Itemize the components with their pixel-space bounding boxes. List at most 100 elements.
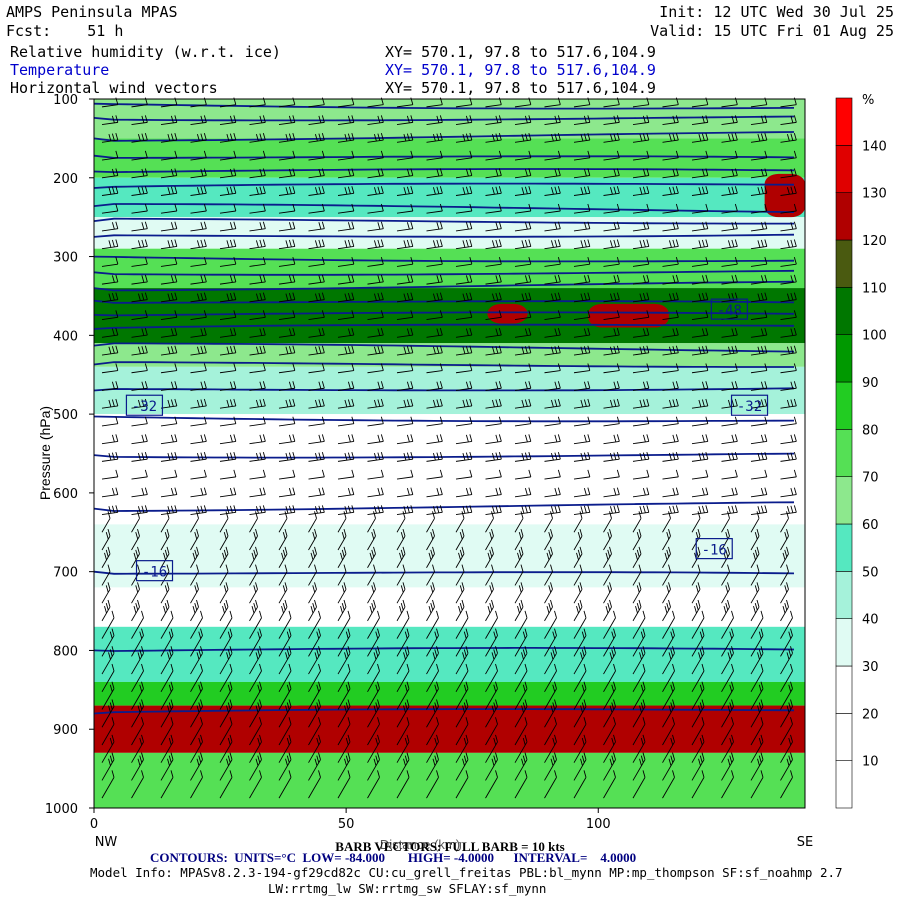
- wind-barb-481: [131, 452, 148, 462]
- field-xy-temperature: XY= 570.1, 97.8 to 517.6,104.9: [385, 61, 656, 79]
- wind-barb-723: [190, 610, 203, 639]
- wind-barb-941: [249, 770, 262, 799]
- wind-barb-177: [367, 221, 384, 232]
- wind-barb-724: [219, 610, 233, 639]
- wind-barb-874: [396, 717, 410, 746]
- wind-barb-279: [544, 292, 561, 303]
- wind-barb-409: [131, 398, 148, 409]
- wind-barb-466: [396, 434, 414, 445]
- wind-barb-820: [219, 681, 233, 710]
- wind-barb-537: [367, 487, 384, 498]
- wind-barb-255: [544, 274, 561, 285]
- wind-barb-652: [219, 564, 229, 586]
- rh-fill-layer: [94, 99, 805, 808]
- wind-barb-468: [455, 434, 473, 445]
- wind-barb-83: [426, 150, 443, 161]
- wind-barb-237: [721, 257, 738, 267]
- wind-barb-493: [485, 452, 502, 462]
- wind-barb-94: [750, 150, 768, 161]
- wind-barb-139: [662, 186, 679, 196]
- wind-barb-448: [573, 416, 591, 427]
- wind-barb-507: [190, 469, 207, 480]
- wind-barb-397: [485, 381, 502, 391]
- wind-barb-848: [337, 699, 351, 728]
- wind-barb-687: [544, 582, 553, 604]
- wind-barb-596: [691, 511, 701, 533]
- field-xy-wind: XY= 570.1, 97.8 to 517.6,104.9: [385, 79, 656, 97]
- wind-barb-492: [455, 452, 473, 462]
- wind-barb-672: [101, 582, 111, 604]
- plot-frame: [93, 98, 806, 809]
- wind-barb-939: [190, 770, 203, 799]
- contour-label-1: -32: [125, 394, 164, 416]
- wind-barb-953: [603, 770, 616, 799]
- wind-barb-146: [160, 203, 178, 214]
- wind-barb-436: [219, 416, 237, 427]
- temperature-contour-2: [93, 131, 795, 142]
- forecast-label: Fcst: 51 h: [6, 23, 123, 40]
- wind-barb-91: [662, 150, 679, 161]
- wind-barb-261: [721, 274, 738, 285]
- rh-patch-5: [285, 705, 805, 742]
- wind-barb-92: [691, 150, 709, 161]
- wind-barb-398: [514, 381, 532, 391]
- wind-barb-428: [691, 398, 709, 409]
- wind-barb-658: [396, 564, 406, 586]
- wind-barb-175: [308, 221, 325, 232]
- wind-barb-719: [780, 599, 789, 622]
- rh-band-4: [94, 248, 805, 289]
- wind-barb-646: [750, 546, 760, 568]
- wind-barb-361: [131, 363, 148, 374]
- wind-barb-832: [573, 681, 587, 710]
- wind-barb-664: [573, 564, 583, 586]
- wind-barb-784: [573, 646, 587, 675]
- wind-barb-726: [278, 610, 292, 639]
- wind-barb-340: [219, 345, 237, 356]
- rh-patch-2: [588, 303, 669, 328]
- wind-barb-655: [308, 564, 317, 586]
- wind-barb-811: [662, 663, 675, 693]
- wind-barb-937: [131, 770, 144, 799]
- wind-barb-45: [721, 115, 738, 126]
- wind-barb-226: [396, 257, 414, 267]
- colorbar-tick-2: 30: [862, 660, 879, 675]
- wind-barb-253: [485, 274, 502, 285]
- wind-barb-809: [603, 663, 616, 693]
- wind-barb-165: [721, 203, 738, 214]
- wind-barb-180: [455, 221, 473, 232]
- wind-barb-449: [603, 416, 620, 427]
- wind-barb-956: [691, 770, 705, 799]
- wind-barb-462: [278, 434, 296, 445]
- wind-barb-171: [190, 221, 207, 232]
- wind-barb-232: [573, 257, 591, 267]
- wind-barb-148: [219, 203, 237, 214]
- wind-barb-635: [426, 546, 435, 568]
- wind-barb-238: [750, 257, 768, 267]
- wind-barb-182: [514, 221, 532, 232]
- wind-barb-547: [662, 487, 679, 498]
- wind-barb-446: [514, 416, 532, 427]
- wind-barb-124: [219, 186, 237, 196]
- wind-barb-889: [131, 734, 144, 763]
- wind-barb-833: [603, 681, 616, 710]
- wind-barb-697: [131, 599, 140, 622]
- wind-barb-234: [632, 257, 650, 267]
- wind-barb-528: [101, 487, 119, 498]
- wind-barb-296: [337, 310, 355, 321]
- wind-barb-62: [514, 132, 532, 143]
- wind-barb-692: [691, 582, 701, 604]
- wind-barb-213: [721, 239, 738, 250]
- wind-barb-220: [219, 257, 237, 267]
- wind-barb-95: [780, 150, 797, 161]
- wind-barb-922: [396, 752, 410, 781]
- wind-barb-136: [573, 186, 591, 196]
- wind-barb-741: [721, 610, 734, 639]
- wind-barb-583: [308, 511, 317, 533]
- wind-barb-487: [308, 452, 325, 462]
- wind-barb-74: [160, 150, 178, 161]
- wind-barb-46: [750, 115, 768, 126]
- wind-barb-482: [160, 452, 178, 462]
- wind-barb-251: [426, 274, 443, 285]
- wind-barb-578: [160, 511, 170, 533]
- wind-barb-269: [249, 292, 266, 303]
